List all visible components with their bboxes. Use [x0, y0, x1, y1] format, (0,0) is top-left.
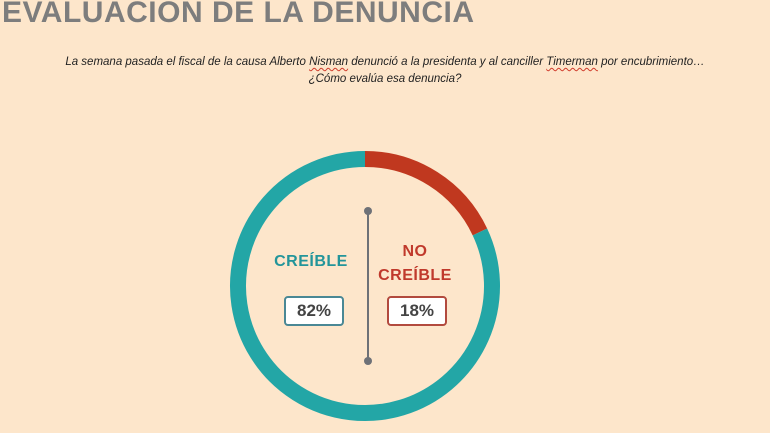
value-label-no-creible: 18% — [387, 296, 447, 326]
question-name-timerman: Timerman — [546, 56, 598, 68]
value-label-creible: 82% — [284, 296, 344, 326]
label-no-creible-line2: CREÍBLE — [378, 267, 452, 284]
survey-question: La semana pasada el fiscal de la causa A… — [60, 54, 710, 88]
label-creible: CREÍBLE — [274, 253, 348, 270]
slice-creible — [230, 151, 500, 421]
question-text-part3: por encubrimiento… ¿Cómo evalúa esa denu… — [308, 56, 705, 85]
label-no-creible: NO CREÍBLE — [370, 240, 460, 288]
slice-no-creible — [364, 151, 488, 236]
question-name-nisman: Nisman — [309, 56, 349, 68]
page-title: EVALUACIÓN DE LA DENUNCIA — [2, 0, 475, 29]
question-text-part1: La semana pasada el fiscal de la causa A… — [65, 56, 310, 68]
divider-dot-top — [364, 207, 372, 215]
question-text-part2: denunció a la presidenta y al canciller — [348, 56, 547, 68]
label-no-creible-line1: NO — [402, 243, 428, 260]
divider-dot-bottom — [364, 357, 372, 365]
